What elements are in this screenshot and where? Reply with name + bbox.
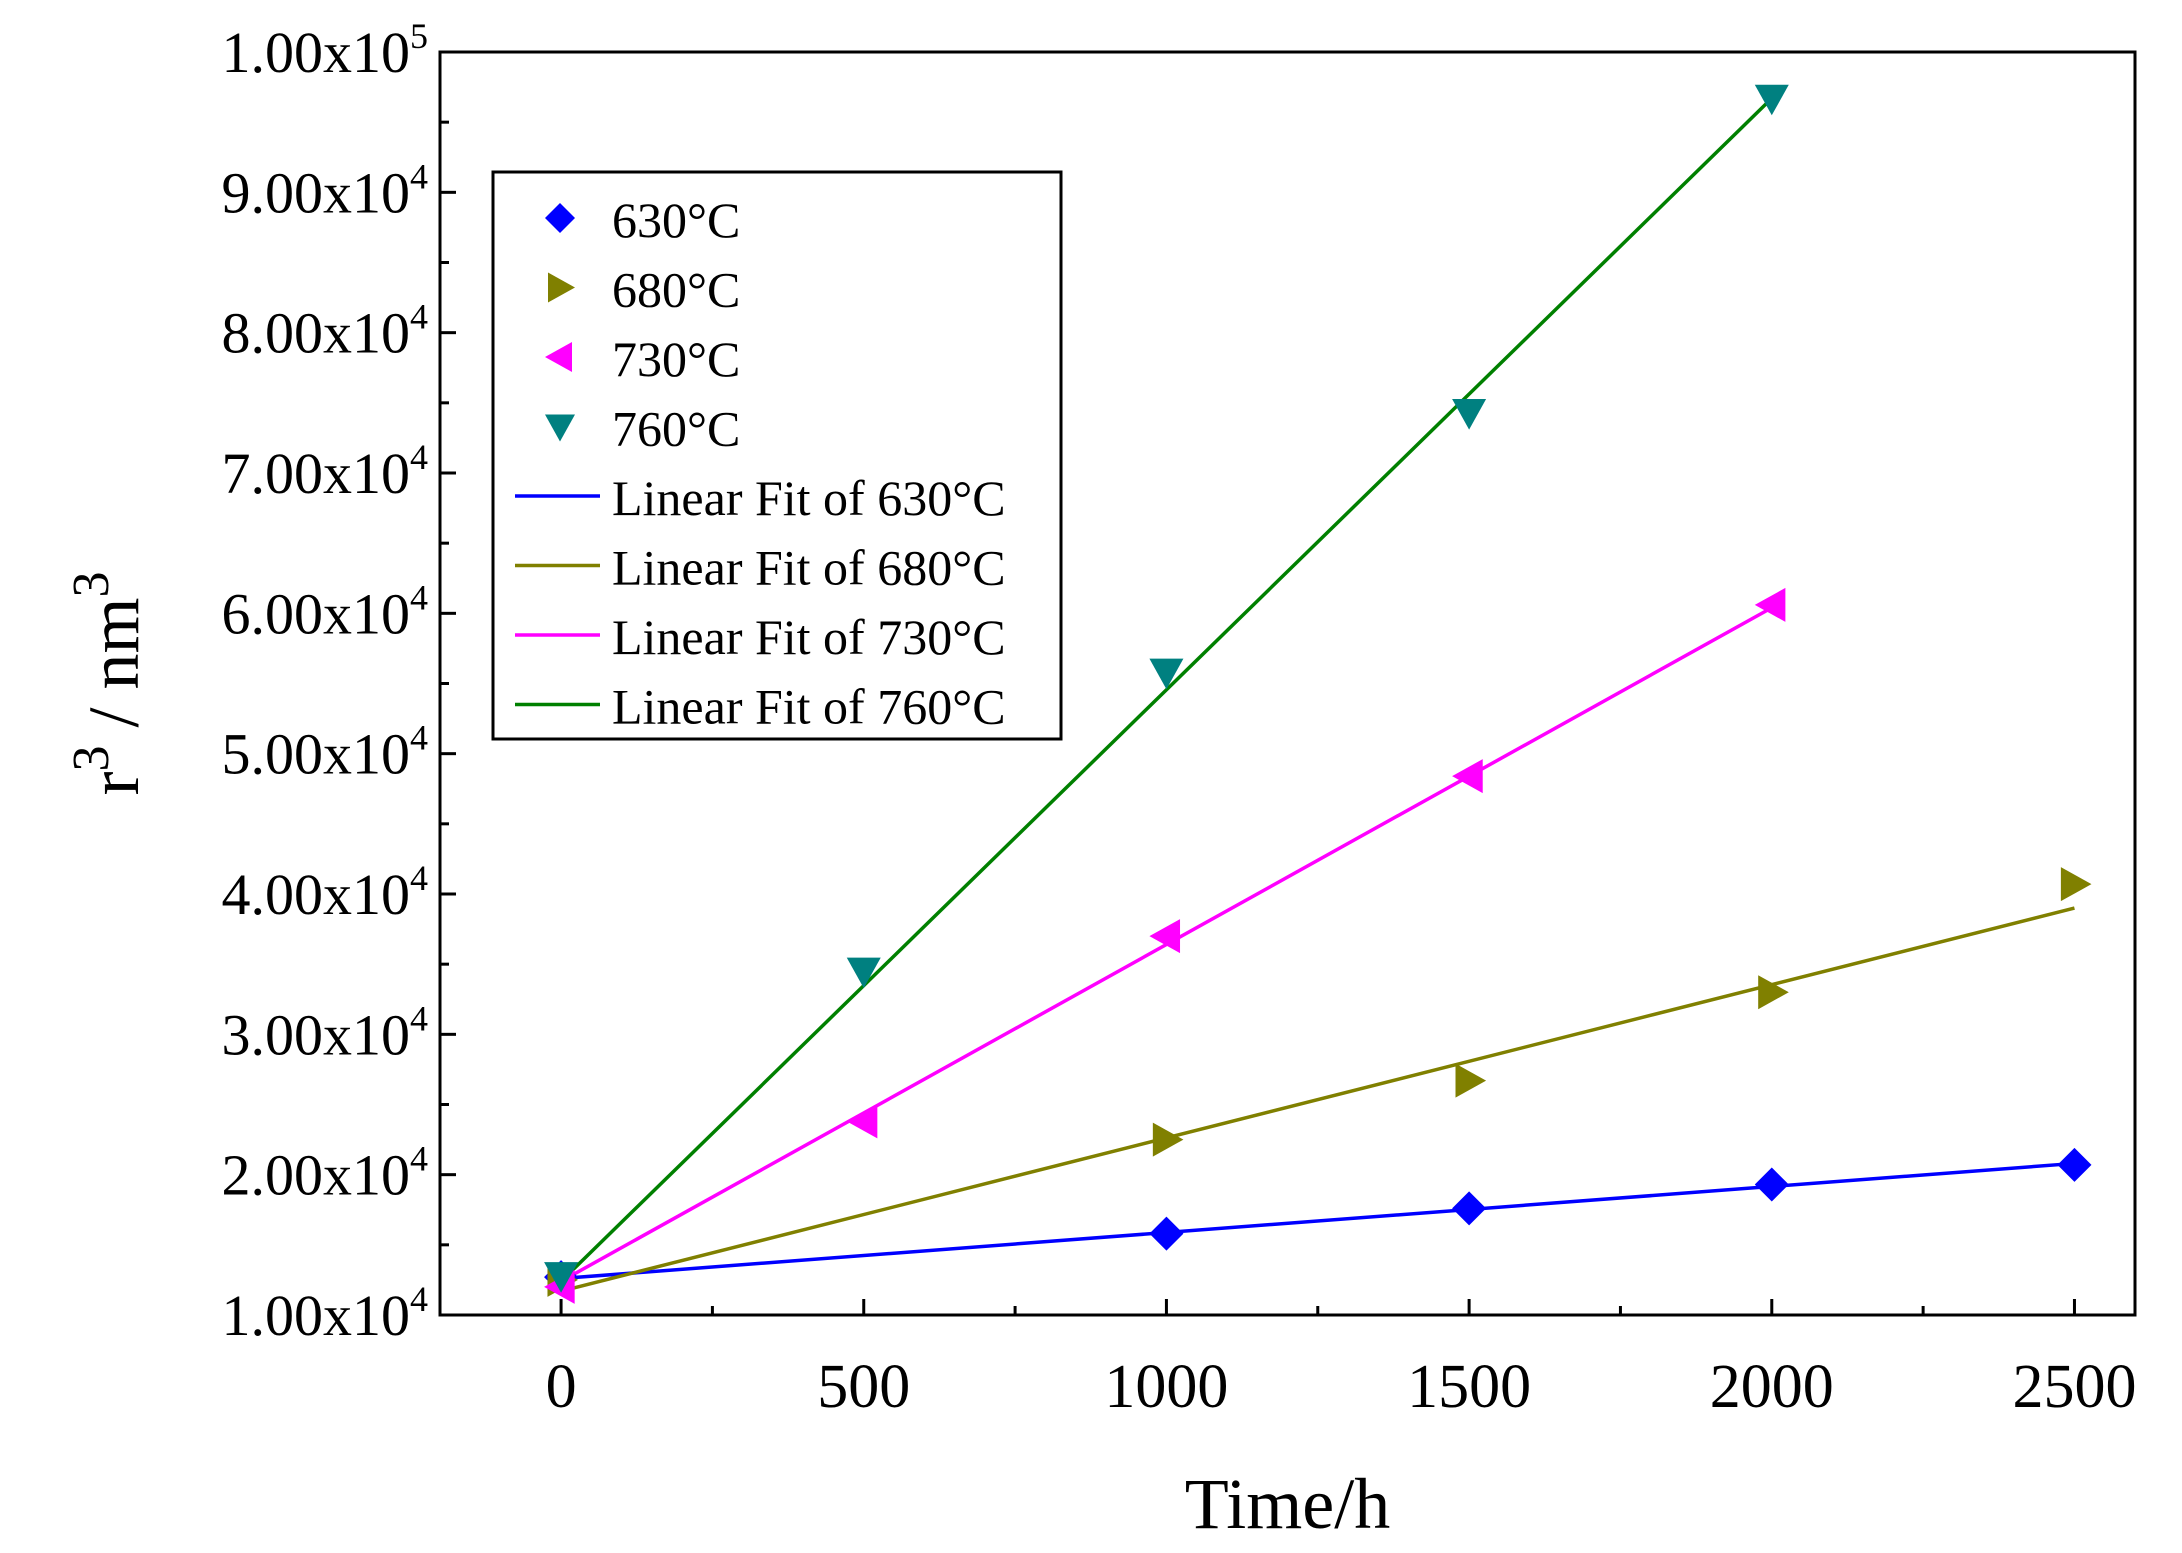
y-tick-label-mantissa: 1.00x10 [222, 1283, 411, 1348]
y-tick-label: 6.00x104 [222, 577, 429, 646]
y-tick-label-exponent: 4 [410, 437, 428, 477]
fit-line-series-1 [560, 906, 2075, 1293]
y-tick-label: 8.00x104 [222, 297, 429, 366]
legend-label: Linear Fit of 680°C [612, 540, 1006, 596]
data-point-series-2 [1149, 919, 1181, 954]
legend-marker-2 [545, 342, 572, 372]
y-axis-title-unit: nm [74, 597, 154, 689]
data-point-series-3 [846, 957, 881, 989]
y-tick-label-exponent: 4 [410, 1139, 428, 1179]
legend-box [491, 170, 1063, 741]
y-tick-label: 1.00x104 [222, 1279, 429, 1348]
y-tick-label-exponent: 4 [410, 1279, 428, 1319]
data-point-series-1 [2060, 867, 2092, 902]
data-point-series-0 [2057, 1147, 2092, 1182]
y-tick-label: 4.00x104 [222, 858, 429, 927]
y-tick-label: 9.00x104 [222, 156, 429, 225]
legend: 630°C 680°C 730°C 760°C Linear Fit of 630°C L… [491, 170, 1063, 741]
x-tick-label: 2500 [2012, 1353, 2136, 1421]
legend-label: 630°C [612, 192, 740, 248]
legend-label: 680°C [612, 262, 740, 318]
y-tick-label-mantissa: 2.00x10 [222, 1143, 411, 1208]
y-tick-label: 2.00x104 [222, 1139, 429, 1208]
x-tick-label: 2000 [1710, 1353, 1834, 1421]
y-tick-label: 7.00x104 [222, 437, 429, 506]
x-tick-label: 500 [817, 1353, 910, 1421]
x-tick-label: 0 [546, 1353, 577, 1421]
legend-label: Linear Fit of 730°C [612, 609, 1006, 665]
y-tick-label: 1.00x105 [222, 16, 429, 85]
data-point-series-2 [1452, 759, 1483, 794]
data-point-series-1 [1455, 1063, 1487, 1098]
y-tick-label-mantissa: 6.00x10 [222, 581, 411, 646]
legend-label: Linear Fit of 760°C [612, 679, 1006, 735]
y-axis-title-sep: / [74, 690, 154, 746]
legend-marker-1 [548, 272, 575, 303]
data-point-series-2 [846, 1104, 878, 1139]
legend-label: 760°C [612, 401, 740, 457]
y-tick-label-mantissa: 8.00x10 [222, 301, 411, 366]
legend-marker-3 [545, 414, 575, 442]
data-point-series-0 [1149, 1216, 1184, 1251]
y-tick-label-exponent: 4 [410, 577, 428, 617]
data-point-series-2 [1754, 587, 1786, 622]
y-axis-title: r3 / nm3 [63, 571, 154, 795]
y-tick-label-mantissa: 9.00x10 [222, 160, 411, 225]
data-markers-layer [544, 84, 2092, 1304]
y-tick-label: 3.00x104 [222, 998, 429, 1067]
axes-layer: 0 500 1000 1500 2000 25001.00x1042.00x1043.00… [222, 16, 2137, 1421]
y-tick-label-exponent: 4 [410, 858, 428, 898]
y-tick-label-exponent: 4 [410, 718, 428, 758]
y-axis-title-base-sup: 3 [63, 746, 120, 772]
legend-marker-0 [545, 203, 575, 233]
x-tick-label: 1000 [1104, 1353, 1228, 1421]
y-tick-label-exponent: 4 [410, 297, 428, 337]
y-axis-title-unit-sup: 3 [63, 571, 120, 597]
data-point-series-3 [1149, 658, 1184, 690]
data-point-series-3 [1754, 84, 1789, 116]
data-point-series-0 [1754, 1167, 1789, 1202]
y-tick-label-mantissa: 1.00x10 [222, 20, 411, 85]
data-point-series-3 [544, 1262, 579, 1293]
y-tick-label: 5.00x104 [222, 718, 429, 787]
y-tick-label-mantissa: 7.00x10 [222, 441, 411, 506]
legend-label: Linear Fit of 630°C [612, 470, 1006, 526]
y-tick-label-mantissa: 3.00x10 [222, 1002, 411, 1067]
x-tick-label: 1500 [1407, 1353, 1531, 1421]
fit-line-series-0 [560, 1161, 2075, 1281]
fit-line-series-3 [559, 97, 1774, 1283]
y-axis-title-base: r [74, 772, 154, 796]
y-tick-label-exponent: 4 [410, 156, 428, 196]
y-tick-label-mantissa: 4.00x10 [222, 862, 411, 927]
data-point-series-1 [1152, 1122, 1184, 1157]
data-point-series-1 [1758, 975, 1789, 1010]
data-point-series-0 [1452, 1191, 1487, 1226]
x-axis-title: Time/h [1185, 1464, 1390, 1544]
y-tick-label-mantissa: 5.00x10 [222, 722, 411, 787]
data-point-series-3 [1452, 399, 1487, 430]
y-tick-label-exponent: 4 [410, 998, 428, 1038]
y-tick-label-exponent: 5 [410, 16, 428, 56]
legend-label: 730°C [612, 331, 740, 387]
